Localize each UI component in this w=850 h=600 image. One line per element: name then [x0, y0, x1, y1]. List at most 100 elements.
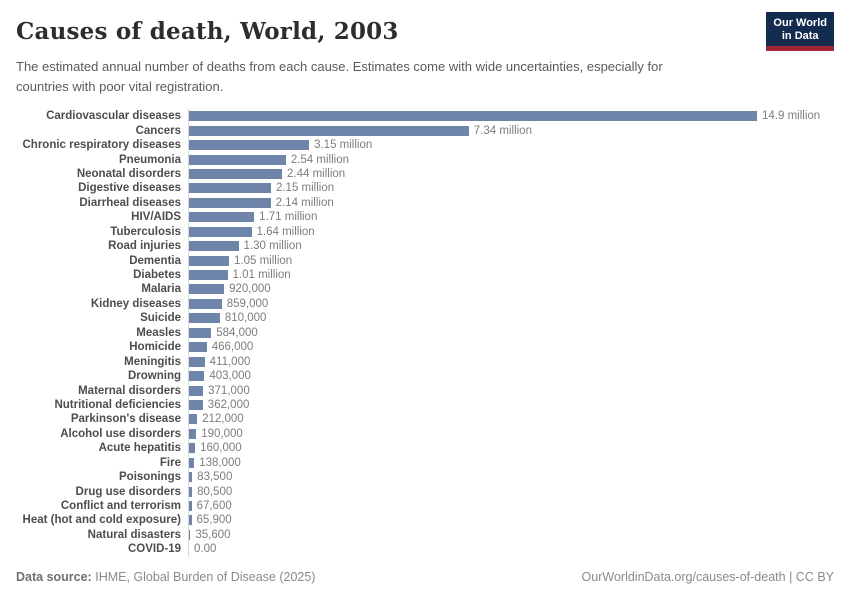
bar: [189, 342, 207, 353]
bar-value: 920,000: [229, 283, 271, 296]
bar: [189, 371, 205, 382]
bar-plot-area: 80,500: [188, 484, 834, 499]
bar-label: Neonatal disorders: [76, 167, 181, 180]
bar: [189, 385, 204, 396]
bar: [189, 443, 196, 454]
bar: [189, 356, 205, 367]
bar-row: Neonatal disorders 2.44 million: [16, 166, 834, 182]
bar-plot-area: 14.9 million: [188, 109, 834, 124]
bar-row: Drug use disorders 80,500: [16, 484, 834, 499]
footer-url[interactable]: OurWorldinData.org/causes-of-death: [581, 569, 786, 584]
bar-plot-area: 2.54 million: [188, 152, 834, 167]
bar-value: 1.30 million: [243, 240, 302, 253]
bar-label: Kidney diseases: [90, 297, 181, 310]
bar-row: Tuberculosis 1.64 million: [16, 224, 834, 239]
bar: [189, 428, 197, 439]
bar-plot-area: 2.14 million: [188, 195, 834, 211]
bar-row: Homicide 466,000: [16, 340, 834, 355]
bar-row: Acute hepatitis 160,000: [16, 441, 834, 456]
bar-value: 466,000: [211, 341, 254, 354]
bar: [189, 154, 286, 165]
bar-row: Measles 584,000: [16, 325, 834, 340]
bar-value: 83,500: [197, 471, 233, 484]
bar-plot-area: 83,500: [188, 469, 834, 485]
bar-value: 212,000: [202, 413, 244, 426]
bar-row: Natural disasters 35,600: [16, 527, 834, 543]
bar-plot-area: 190,000: [188, 426, 834, 442]
bar-label: Diarrheal diseases: [79, 196, 181, 209]
bar-value: 362,000: [207, 398, 250, 411]
bar-label: Malaria: [141, 283, 181, 296]
bar-label: Conflict and terrorism: [60, 500, 181, 513]
bar-row: Suicide 810,000: [16, 311, 834, 326]
bar-row: Conflict and terrorism 67,600: [16, 498, 834, 514]
bar-row: Malaria 920,000: [16, 282, 834, 297]
bar-label: Digestive diseases: [78, 182, 181, 195]
bar-label: Diabetes: [133, 269, 181, 282]
bar-label: Cardiovascular diseases: [46, 110, 181, 123]
bar-row: Diabetes 1.01 million: [16, 267, 834, 283]
bar-label: Pneumonia: [119, 153, 181, 166]
datasource-label: Data source:: [16, 569, 92, 584]
bar-label: Poisonings: [119, 471, 181, 484]
bar-plot-area: 67,600: [188, 498, 834, 514]
bar-chart: Cardiovascular diseases 14.9 million Cance…: [16, 109, 834, 557]
bar-plot-area: 2.15 million: [188, 181, 834, 196]
bar-label: Drowning: [127, 370, 181, 383]
bar-value: 859,000: [226, 297, 269, 310]
bar-plot-area: 160,000: [188, 441, 834, 456]
bar: [189, 197, 271, 208]
bar-value: 2.54 million: [290, 153, 349, 166]
bar: [189, 125, 469, 136]
bar-value: 190,000: [201, 427, 243, 440]
bar-row: Maternal disorders 371,000: [16, 383, 834, 398]
bar: [189, 313, 220, 324]
bar-label: Fire: [159, 456, 181, 469]
bar-label: Measles: [136, 326, 181, 339]
bar-row: COVID-19 0.00: [16, 542, 834, 557]
bar-value: 138,000: [199, 456, 241, 469]
bar-plot-area: 466,000: [188, 340, 834, 355]
bar-plot-area: 35,600: [188, 527, 834, 543]
footer-license: CC BY: [795, 569, 834, 584]
bar-label: COVID-19: [127, 543, 181, 556]
attribution-text: OurWorldinData.org/causes-of-death | CC …: [582, 570, 834, 584]
bar-plot-area: 859,000: [188, 296, 834, 312]
bar-label: Alcohol use disorders: [60, 427, 181, 440]
bar-row: Diarrheal diseases 2.14 million: [16, 195, 834, 211]
bar-plot-area: 138,000: [188, 455, 834, 470]
bar-plot-area: 1.01 million: [188, 267, 834, 283]
bar-label: Dementia: [129, 254, 181, 267]
bar-plot-area: 411,000: [188, 354, 834, 369]
bar-row: Dementia 1.05 million: [16, 253, 834, 268]
bar: [189, 212, 255, 223]
bar-plot-area: 1.71 million: [188, 210, 834, 225]
owid-logo[interactable]: Our World in Data: [766, 12, 834, 52]
bar-row: Pneumonia 2.54 million: [16, 152, 834, 167]
bar-value: 1.64 million: [256, 225, 315, 238]
bar-label: Heat (hot and cold exposure): [22, 514, 181, 527]
logo-text-line1: Our World: [773, 17, 827, 29]
bar-label: Natural disasters: [87, 528, 181, 541]
bar: [189, 515, 192, 526]
bar-value: 1.71 million: [259, 211, 318, 224]
bar-label: Chronic respiratory diseases: [22, 139, 181, 152]
bar-value: 80,500: [197, 485, 233, 498]
bar-plot-area: 371,000: [188, 383, 834, 398]
bar-plot-area: 403,000: [188, 368, 834, 384]
bar-label: Drug use disorders: [75, 485, 181, 498]
bar: [189, 241, 239, 252]
bar-row: Kidney diseases 859,000: [16, 296, 834, 312]
bar-value: 810,000: [224, 312, 267, 325]
bar-row: Cardiovascular diseases 14.9 million: [16, 109, 834, 124]
bar-value: 35,600: [195, 528, 231, 541]
bar-plot-area: 7.34 million: [188, 123, 834, 138]
bar-plot-area: 1.30 million: [188, 238, 834, 254]
footer-separator: |: [785, 569, 796, 584]
bar-label: Meningitis: [124, 355, 181, 368]
bar-value: 411,000: [209, 355, 251, 368]
bar-row: Heat (hot and cold exposure) 65,900: [16, 513, 834, 528]
bar-value: 0.00: [194, 543, 217, 556]
page-title: Causes of death, World, 2003: [16, 18, 399, 45]
bar-label: Acute hepatitis: [98, 442, 181, 455]
